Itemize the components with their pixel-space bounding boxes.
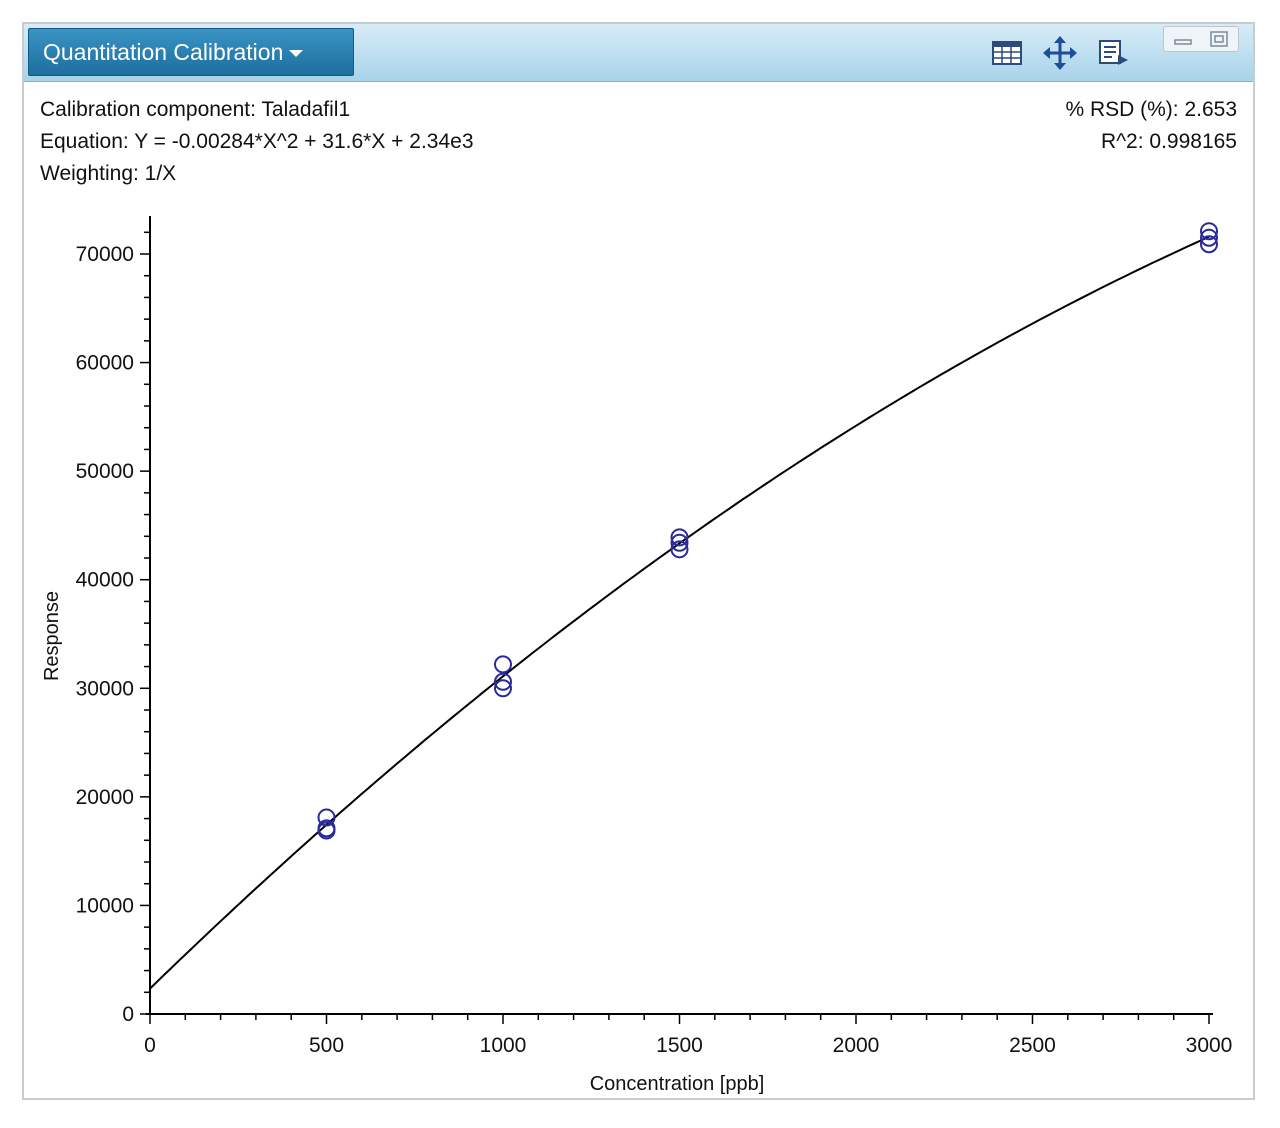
data-point (494, 679, 512, 698)
calibration-weighting: Weighting: 1/X (40, 162, 177, 185)
window-controls (1163, 26, 1239, 52)
calibration-panel: Quantitation Calibration (22, 22, 1255, 1100)
calibration-chart: 0 500 1000 1500 2000 2500 30000100002000030000… (41, 216, 1233, 1095)
data-points (317, 222, 1218, 840)
x-tick-label: 0 (144, 1034, 156, 1057)
minimize-icon[interactable] (1168, 29, 1198, 49)
y-axis-title: Response (41, 591, 63, 681)
data-point (494, 655, 512, 674)
data-point (670, 533, 689, 552)
calibration-equation: Equation: Y = -0.00284*X^2 + 31.6*X + 2.… (40, 130, 474, 153)
calibration-info: Calibration component: Taladafil1 Equati… (40, 94, 474, 190)
fit-curve (149, 235, 1210, 990)
panel-header: Quantitation Calibration (24, 24, 1253, 82)
data-point (317, 821, 336, 840)
data-point (670, 528, 689, 547)
data-point (494, 672, 512, 691)
y-tick-label: 50000 (76, 460, 134, 483)
data-point (1200, 222, 1218, 241)
x-tick-label: 3000 (1186, 1034, 1233, 1057)
move-arrows-icon[interactable] (1042, 35, 1078, 71)
data-point (670, 540, 689, 559)
x-tick-label: 2000 (833, 1034, 880, 1057)
data-point (1200, 228, 1218, 247)
tick-labels: 0 500 1000 1500 2000 2500 30000100002000030000… (76, 243, 1233, 1057)
x-tick-label: 1000 (480, 1034, 527, 1057)
rsd-value: % RSD (%): 2.653 (1065, 98, 1237, 121)
y-tick-label: 70000 (76, 243, 134, 266)
title-dropdown-button[interactable]: Quantitation Calibration (28, 28, 354, 76)
y-tick-label: 20000 (76, 786, 134, 809)
y-tick-label: 10000 (76, 894, 134, 917)
r-squared-value: R^2: 0.998165 (1101, 130, 1237, 153)
chart-axes (140, 216, 1213, 1024)
x-tick-label: 2500 (1009, 1034, 1056, 1057)
x-tick-label: 1500 (656, 1034, 703, 1057)
data-point (317, 808, 336, 827)
restore-icon[interactable] (1204, 29, 1234, 49)
table-icon[interactable] (990, 38, 1024, 68)
y-tick-label: 60000 (76, 352, 134, 375)
y-tick-label: 0 (122, 1003, 134, 1026)
data-point (1200, 235, 1218, 254)
panel-title: Quantitation Calibration (43, 39, 284, 65)
export-icon[interactable] (1096, 38, 1130, 68)
calibration-stats: % RSD (%): 2.653 R^2: 0.998165 (1065, 94, 1237, 158)
x-axis-title: Concentration [ppb] (590, 1073, 765, 1095)
y-tick-label: 30000 (76, 677, 134, 700)
x-tick-label: 500 (309, 1034, 344, 1057)
y-tick-label: 40000 (76, 569, 134, 592)
calibration-component: Calibration component: Taladafil1 (40, 98, 351, 121)
chevron-down-icon (289, 50, 304, 58)
